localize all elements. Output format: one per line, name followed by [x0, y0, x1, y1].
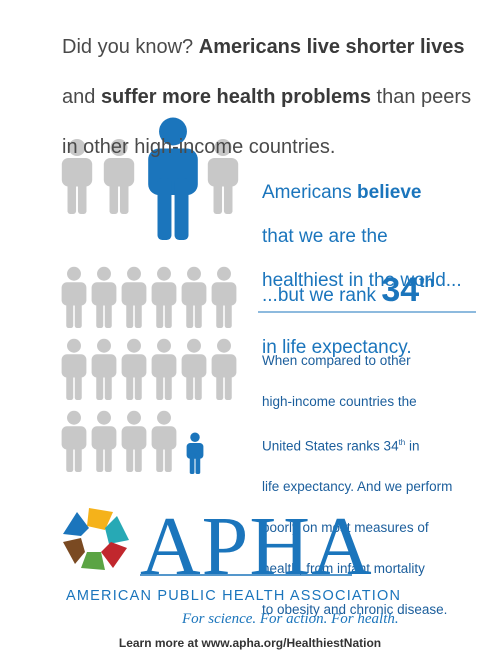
intro: Did you know? Americans live shorter liv…: [62, 10, 471, 185]
text: ...but we rank: [262, 285, 382, 306]
detail-line: United States ranks 34th in: [262, 433, 452, 457]
org-name: AMERICAN PUBLIC HEALTH ASSOCIATION: [66, 588, 402, 604]
text: Did you know?: [62, 36, 199, 58]
intro-line: and suffer more health problems than pee…: [62, 85, 471, 110]
emphasis: suffer more health problems: [100, 86, 371, 108]
rank-number: 34: [381, 271, 420, 309]
text: in other high-income countries.: [62, 136, 336, 158]
text: and: [62, 86, 101, 108]
detail-line: health, from infant mortality: [262, 561, 425, 576]
text: United States ranks 34: [262, 438, 399, 453]
intro-line: in other high-income countries.: [62, 135, 471, 160]
ordinal: th: [419, 274, 435, 291]
belief-line: healthiest in the world...: [262, 270, 462, 291]
text: Americans: [262, 182, 358, 203]
ordinal: th: [398, 437, 406, 447]
belief-line: that we are the: [262, 226, 388, 247]
emphasis: believe: [357, 182, 422, 203]
rank: ...but we rank 34th in life expectancy.: [262, 244, 434, 387]
detail-line: When compared to other: [262, 352, 411, 368]
wordmark: APHA: [140, 500, 373, 593]
detail-line: poorly on most measures of: [262, 520, 429, 535]
detail: When compared to other high-income count…: [262, 330, 452, 641]
logo-mark: [63, 508, 129, 570]
tagline: For science. For action. For health.: [182, 611, 399, 627]
text: than peers: [371, 86, 472, 108]
emphasis: Americans live shorter lives: [198, 36, 465, 58]
belief: Americans believe that we are the health…: [262, 160, 462, 314]
detail-line: life expectancy. And we perform: [262, 479, 453, 494]
detail-line: high-income countries the: [262, 393, 417, 409]
intro-line: Did you know? Americans live shorter liv…: [62, 35, 471, 60]
detail-line: to obesity and chronic disease.: [262, 602, 448, 617]
rank-line: ...but we rank 34th: [262, 270, 434, 309]
text: in: [405, 438, 420, 453]
belief-line: Americans believe: [262, 182, 462, 204]
rank-line: in life expectancy.: [262, 337, 412, 358]
footer-link[interactable]: Learn more at www.apha.org/HealthiestNat…: [118, 636, 382, 650]
